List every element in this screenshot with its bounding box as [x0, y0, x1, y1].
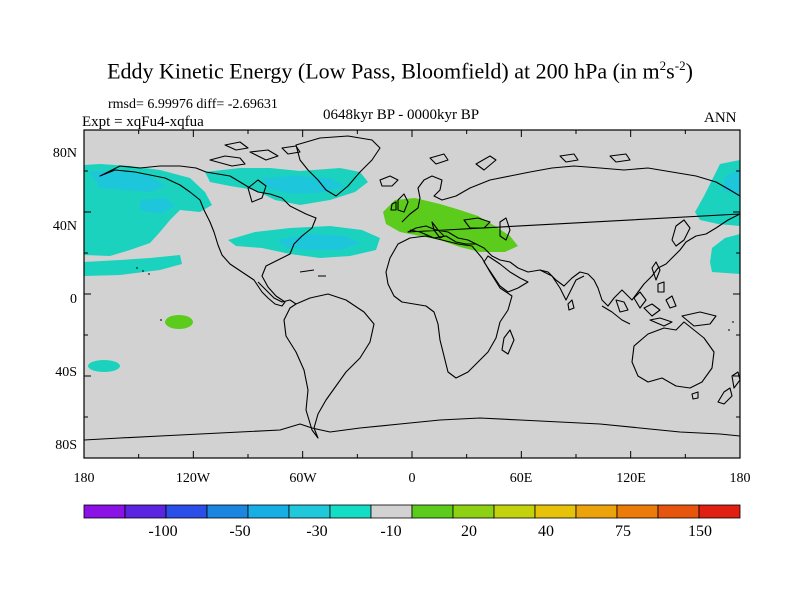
- india-coast: [539, 269, 585, 301]
- colorbar-label: 150: [688, 523, 712, 540]
- season-label: ANN: [704, 110, 737, 126]
- lon-label: 120W: [176, 471, 211, 486]
- africa-coast: [385, 235, 513, 379]
- tropical-pacific-positive-anomaly: [165, 315, 193, 329]
- greenland-core: [262, 176, 345, 194]
- colorbar-swatch: [411, 504, 454, 519]
- plot-title: Eddy Kinetic Energy (Low Pass, Bloomfiel…: [107, 58, 693, 84]
- hawaii-islands: [136, 267, 150, 275]
- south-pacific-negative-anomaly: [88, 360, 120, 372]
- mediterranean-positive-anomaly: [383, 198, 518, 252]
- colorbar-label: -100: [148, 523, 177, 540]
- caspian-sea: [499, 217, 511, 241]
- colorbar-label: 20: [461, 523, 477, 540]
- mediterranean-coast: [409, 229, 476, 245]
- north-america-coast: [99, 165, 317, 307]
- hudson-bay: [247, 179, 267, 203]
- sri-lanka-coast: [567, 299, 575, 311]
- australia-coast: [631, 321, 715, 389]
- lon-label: 60E: [510, 471, 533, 486]
- madagascar-coast: [501, 329, 515, 355]
- lon-label: 120E: [616, 471, 646, 486]
- west-pacific-core: [722, 170, 740, 196]
- pacific-islands: [160, 319, 734, 331]
- anomaly-contours: [84, 160, 740, 372]
- north-pacific-negative-anomaly: [84, 164, 212, 276]
- mid-atlantic-core: [278, 234, 360, 250]
- colorbar-swatch: [288, 504, 331, 519]
- colorbar-swatch: [165, 504, 208, 519]
- arctic-islands: [209, 141, 301, 167]
- iceland-coast: [379, 175, 399, 187]
- central-america-coast: [257, 281, 297, 305]
- rmsd-value: rmsd= 6.99976: [108, 97, 193, 112]
- north-pacific-core: [90, 170, 175, 214]
- eurasia-coast: [401, 165, 740, 307]
- latitude-labels: 80N 40N 0 40S 80S: [53, 146, 77, 453]
- philippines-coast: [651, 261, 665, 293]
- coastlines: [84, 135, 740, 441]
- lat-label: 40N: [53, 219, 77, 234]
- colorbar-swatch: [493, 504, 536, 519]
- diff-value: diff= -2.69631: [196, 97, 278, 112]
- colorbar-swatch: [83, 504, 126, 519]
- antarctica-coast: [84, 417, 740, 441]
- colorbar-swatch: [575, 504, 618, 519]
- colorbar-swatch: [206, 504, 249, 519]
- lon-label: 180: [74, 471, 95, 486]
- rmsd-diff-stats: rmsd= 6.99976 diff= -2.69631: [108, 97, 278, 113]
- colorbar-swatch: [616, 504, 659, 519]
- colorbar-label: 40: [538, 523, 554, 540]
- colorbar-swatch: [534, 504, 577, 519]
- new-zealand-coast: [717, 371, 740, 405]
- british-isles-coast: [390, 193, 409, 213]
- lon-label: 0: [409, 471, 416, 486]
- longitude-labels: 180 120W 60W 0 60E 120E 180: [74, 471, 751, 486]
- south-america-coast: [283, 293, 375, 439]
- colorbar-swatch: [370, 504, 413, 519]
- colorbar-swatch: [247, 504, 290, 519]
- lat-label: 40S: [55, 365, 77, 380]
- siberian-islands: [559, 153, 631, 163]
- experiment-label: Expt = xqFu4-xqfua: [82, 114, 204, 130]
- lat-label: 80N: [53, 146, 77, 161]
- period-label: 0648kyr BP - 0000kyr BP: [323, 107, 480, 123]
- colorbar-swatch: [698, 504, 741, 519]
- lon-label: 180: [730, 471, 751, 486]
- colorbar-label: 75: [615, 523, 631, 540]
- black-sea: [463, 217, 491, 229]
- colorbar-label: -50: [229, 523, 250, 540]
- colorbar-swatch: [329, 504, 372, 519]
- colorbar-label: -30: [306, 523, 327, 540]
- colorbar-swatch: [452, 504, 495, 519]
- colorbar-labels: -100 -50 -30 -10 20 40 75 150: [148, 523, 712, 540]
- greenland-coast: [295, 135, 381, 197]
- novaya-zemlya-coast: [475, 155, 497, 171]
- lon-label: 60W: [289, 471, 317, 486]
- lat-label: 0: [70, 292, 77, 307]
- tasmania-coast: [691, 391, 699, 400]
- southeast-asia-islands: [601, 291, 717, 327]
- lat-label: 80S: [55, 438, 77, 453]
- colorbar-swatch: [124, 504, 167, 519]
- caribbean-islands: [299, 269, 326, 277]
- japan-coast: [671, 219, 691, 247]
- svalbard-coast: [429, 153, 449, 165]
- italy-coast: [431, 221, 445, 239]
- colorbar: [83, 504, 741, 519]
- axis-ticks: [83, 129, 741, 459]
- colorbar-label: -10: [380, 523, 401, 540]
- colorbar-swatch: [657, 504, 700, 519]
